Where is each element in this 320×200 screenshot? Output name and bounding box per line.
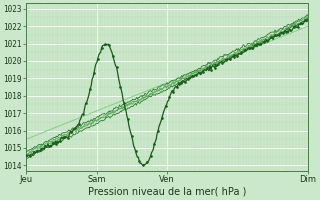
X-axis label: Pression niveau de la mer( hPa ): Pression niveau de la mer( hPa ) <box>88 187 246 197</box>
